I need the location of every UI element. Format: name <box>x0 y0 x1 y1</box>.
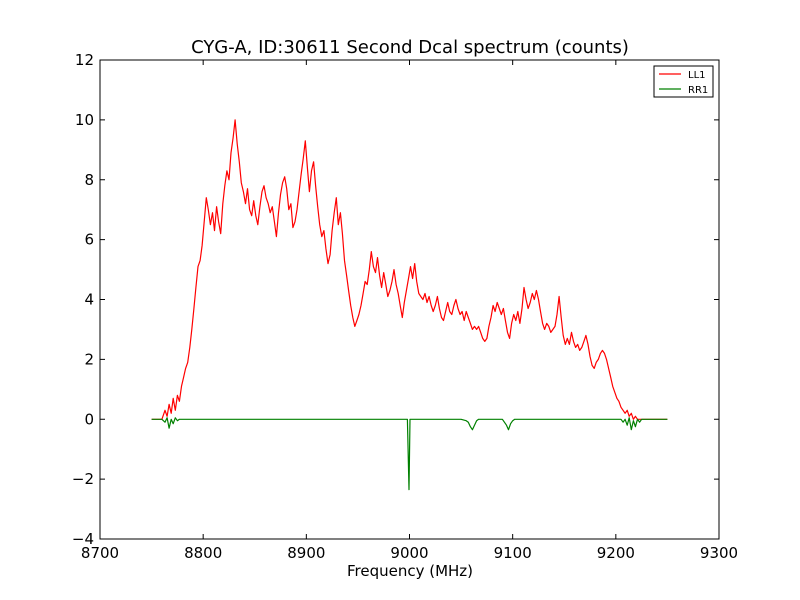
y-tick-label: 6 <box>84 231 94 249</box>
x-tick-label: 8900 <box>287 544 325 562</box>
x-tick-label: 9100 <box>494 544 532 562</box>
y-tick-label: −4 <box>72 530 94 548</box>
y-tick-label: −2 <box>72 470 94 488</box>
y-tick-label: 8 <box>84 171 94 189</box>
plot-area: 8700 8800 8900 9000 9100 9200 9300 −4 −2 0 2 4 6 8 10 1… <box>72 51 738 562</box>
x-tick-label: 8800 <box>184 544 222 562</box>
series-line-ll1 <box>151 119 668 420</box>
series-line-rr1 <box>151 417 668 491</box>
y-tick-label: 0 <box>84 410 94 428</box>
y-tick-label: 4 <box>84 291 94 309</box>
x-axis-label: Frequency (MHz) <box>347 562 473 580</box>
legend-box <box>653 65 714 98</box>
x-tick-label: 8700 <box>81 544 119 562</box>
x-tick-label: 9300 <box>700 544 738 562</box>
legend-label-rr1: RR1 <box>688 85 708 96</box>
y-tick-label: 12 <box>75 51 94 69</box>
x-tick-label: 9000 <box>390 544 428 562</box>
chart-title: CYG-A, ID:30611 Second Dcal spectrum (co… <box>191 37 629 58</box>
x-tick-label: 9200 <box>597 544 635 562</box>
y-tick-label: 10 <box>75 111 94 129</box>
legend-label-ll1: LL1 <box>688 70 706 81</box>
y-tick-label: 2 <box>84 350 94 368</box>
